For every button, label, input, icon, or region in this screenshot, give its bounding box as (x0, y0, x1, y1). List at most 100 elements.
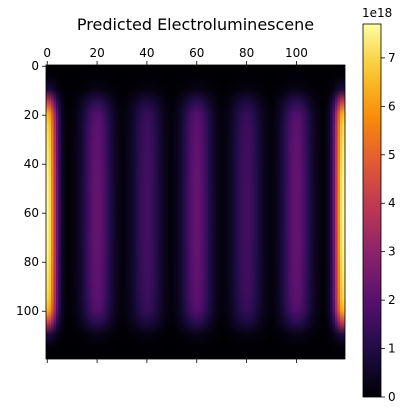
heatmap-column (245, 65, 248, 359)
heatmap-column (61, 65, 64, 359)
heatmap-column (303, 65, 306, 359)
heatmap-column (215, 65, 218, 359)
heatmap-column (243, 65, 246, 359)
heatmap-column (295, 65, 298, 359)
heatmap-column (111, 65, 114, 359)
heatmap-column (288, 65, 291, 359)
x-tick-label: 40 (139, 46, 154, 60)
heatmap-column (285, 65, 288, 359)
heatmap-column (46, 65, 49, 359)
heatmap-column (158, 65, 161, 359)
heatmap-column (200, 65, 203, 359)
heatmap-column (128, 65, 131, 359)
colorbar: 0 1 2 3 4 5 6 7 1e18 (362, 6, 396, 404)
heatmap-column (173, 65, 176, 359)
heatmap-column (58, 65, 61, 359)
heatmap-column (196, 65, 199, 359)
heatmap-column (325, 65, 328, 359)
x-tick-label: 60 (189, 46, 204, 60)
heatmap-column (205, 65, 208, 359)
heatmap-column (273, 65, 276, 359)
heatmap-column (220, 65, 223, 359)
heatmap-column (131, 65, 134, 359)
heatmap-column (138, 65, 141, 359)
heatmap-column (248, 65, 251, 359)
heatmap-column (91, 65, 94, 359)
heatmap-column (290, 65, 293, 359)
x-tick-label: 100 (285, 46, 308, 60)
heatmap-column (53, 65, 56, 359)
heatmap-column (313, 65, 316, 359)
heatmap-column (330, 65, 333, 359)
heatmap-column (213, 65, 216, 359)
y-tick-label: 100 (16, 304, 39, 318)
heatmap-column (136, 65, 139, 359)
colorbar-tick-label: 5 (388, 148, 396, 162)
y-tick-label: 20 (24, 108, 39, 122)
heatmap-column (181, 65, 184, 359)
heatmap-column (183, 65, 186, 359)
x-tick-label: 0 (43, 46, 51, 60)
heatmap-column (258, 65, 261, 359)
heatmap-column (123, 65, 126, 359)
heatmap-column (188, 65, 191, 359)
colorbar-tick-label: 4 (388, 196, 396, 210)
heatmap-column (265, 65, 268, 359)
colorbar-tick-label: 6 (388, 99, 396, 113)
heatmap-column (253, 65, 256, 359)
heatmap-column (106, 65, 109, 359)
heatmap-column (198, 65, 201, 359)
heatmap-column (83, 65, 86, 359)
heatmap-column (76, 65, 79, 359)
heatmap-column (260, 65, 263, 359)
colorbar-tick-label: 3 (388, 245, 396, 259)
heatmap-column (235, 65, 238, 359)
y-tick-label: 60 (24, 206, 39, 220)
heatmap-column (148, 65, 151, 359)
heatmap-column (238, 65, 241, 359)
heatmap-column (340, 65, 343, 359)
heatmap-column (68, 65, 71, 359)
heatmap-column (191, 65, 194, 359)
heatmap-column (93, 65, 96, 359)
heatmap-column (315, 65, 318, 359)
heatmap-column (208, 65, 211, 359)
heatmap-column (223, 65, 226, 359)
heatmap-column (103, 65, 106, 359)
heatmap-column (233, 65, 236, 359)
heatmap-column (305, 65, 308, 359)
heatmap-image (46, 65, 345, 359)
y-tick-label: 80 (24, 255, 39, 269)
heatmap-column (151, 65, 154, 359)
colorbar-tick-label: 2 (388, 293, 396, 307)
heatmap-column (333, 65, 336, 359)
heatmap-column (278, 65, 281, 359)
heatmap-column (63, 65, 66, 359)
heatmap-column (153, 65, 156, 359)
heatmap-column (178, 65, 181, 359)
heatmap-column (280, 65, 283, 359)
heatmap-column (116, 65, 119, 359)
chart-title: Predicted Electroluminescene (77, 15, 314, 34)
heatmap-column (98, 65, 101, 359)
y-tick-label: 0 (31, 59, 39, 73)
heatmap-column (308, 65, 311, 359)
heatmap-column (146, 65, 149, 359)
heatmap-column (48, 65, 51, 359)
heatmap-column (56, 65, 59, 359)
heatmap-column (203, 65, 206, 359)
heatmap-column (323, 65, 326, 359)
heatmap-column (240, 65, 243, 359)
heatmap-column (133, 65, 136, 359)
heatmap-column (71, 65, 74, 359)
heatmap-column (141, 65, 144, 359)
heatmap-column (230, 65, 233, 359)
heatmap-column (168, 65, 171, 359)
heatmap-column (268, 65, 271, 359)
heatmap-column (81, 65, 84, 359)
heatmap-column (318, 65, 321, 359)
heatmap-column (86, 65, 89, 359)
x-tick-label: 80 (239, 46, 254, 60)
heatmap-column (73, 65, 76, 359)
heatmap-column (163, 65, 166, 359)
